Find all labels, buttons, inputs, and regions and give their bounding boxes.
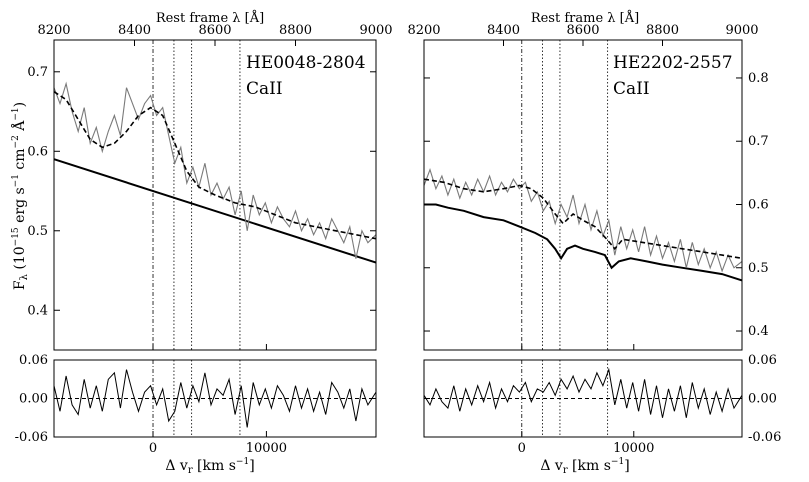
right-bottom-tick-label-0: 0	[518, 441, 526, 456]
left-res-tick-label-1: 0.00	[19, 392, 48, 407]
left-top-tick-label-8600: 8600	[198, 23, 231, 38]
left-top-tick-label-8800: 8800	[279, 23, 312, 38]
left-continuum-line	[53, 158, 377, 264]
right-main-content	[423, 40, 743, 350]
y-axis-title: Fλ (10−15 erg s−1 cm−2 Å−1)	[10, 102, 30, 290]
right-y-tick-label-2: 0.6	[748, 197, 769, 212]
left-main-plot: Rest frame λ [Å] HE0048-2804 CaII	[53, 10, 377, 351]
right-top-tick-label-8800: 8800	[646, 23, 679, 38]
right-bottom-axis-title: Δ vr [km s−1]	[540, 457, 629, 476]
right-main-plot: Rest frame λ [Å] HE2202-2557 CaII	[423, 10, 743, 351]
right-residual-content	[423, 360, 743, 437]
right-y-tick-label-1: 0.5	[748, 261, 769, 276]
left-object-label: HE0048-2804	[246, 53, 366, 73]
right-residual-series	[423, 367, 743, 418]
right-continuum-line	[424, 203, 743, 282]
right-y-tick-label-0: 0.4	[748, 324, 769, 339]
left-y-tick-label-2: 0.6	[27, 144, 48, 159]
right-top-axis-title: Rest frame λ [Å]	[531, 10, 639, 26]
left-res-tick-label-2: 0.06	[19, 353, 48, 368]
right-res-tick-label-0: -0.06	[748, 430, 781, 445]
right-bottom-tick-label-10000: 10000	[613, 441, 654, 456]
left-res-tick-label-0: -0.06	[15, 430, 48, 445]
right-object-label: HE2202-2557	[613, 53, 733, 73]
left-residual-plot	[53, 359, 377, 438]
right-y-tick-label-4: 0.8	[748, 71, 769, 86]
left-top-axis-title: Rest frame λ [Å]	[156, 10, 264, 26]
right-res-tick-label-1: 0.00	[748, 392, 777, 407]
right-top-tick-label-8600: 8600	[566, 23, 599, 38]
right-res-tick-label-2: 0.06	[748, 353, 777, 368]
left-top-tick-label-9000: 9000	[359, 23, 392, 38]
right-observed-spectrum	[423, 168, 743, 273]
left-bottom-tick-label-10000: 10000	[246, 441, 287, 456]
left-residual-content	[53, 360, 377, 437]
right-top-tick-label-8200: 8200	[407, 23, 440, 38]
right-model-fit	[423, 178, 743, 260]
left-residual-series	[53, 369, 377, 428]
left-main-content	[53, 40, 377, 350]
right-line-label: CaII	[613, 79, 650, 99]
left-top-tick-label-8400: 8400	[118, 23, 151, 38]
left-line-label: CaII	[246, 79, 283, 99]
right-residual-plot	[423, 359, 743, 438]
left-y-tick-label-0: 0.4	[27, 303, 48, 318]
right-y-tick-label-3: 0.7	[748, 134, 769, 149]
right-top-tick-label-9000: 9000	[725, 23, 758, 38]
left-top-tick-label-8200: 8200	[37, 23, 70, 38]
left-observed-spectrum	[53, 81, 377, 259]
left-model-fit	[53, 91, 377, 240]
right-top-tick-label-8400: 8400	[487, 23, 520, 38]
left-bottom-tick-label-0: 0	[149, 441, 157, 456]
left-bottom-axis-title: Δ vr [km s−1]	[165, 457, 254, 476]
left-y-tick-label-1: 0.5	[27, 224, 48, 239]
right-residual-frame	[423, 359, 743, 438]
left-y-tick-label-3: 0.7	[27, 65, 48, 80]
